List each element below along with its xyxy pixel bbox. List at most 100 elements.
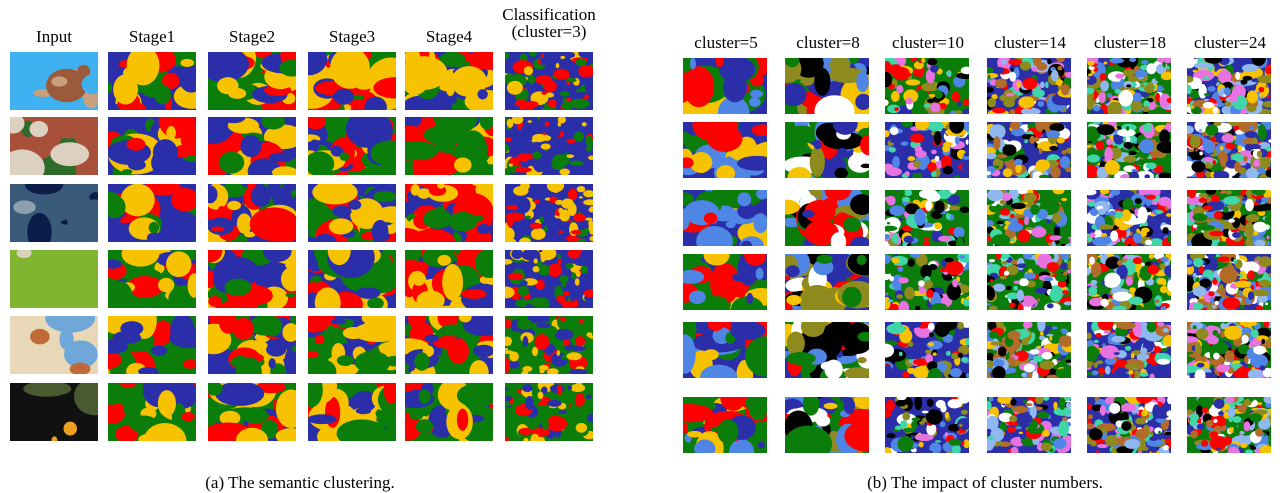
segment bbox=[1016, 426, 1022, 429]
segment bbox=[853, 393, 875, 409]
segment bbox=[127, 138, 146, 151]
segment bbox=[364, 97, 387, 119]
segment bbox=[1190, 135, 1201, 148]
segment bbox=[403, 425, 416, 432]
segment bbox=[1088, 414, 1093, 419]
segment bbox=[1139, 139, 1154, 153]
segment bbox=[1018, 189, 1028, 194]
segment bbox=[364, 313, 402, 342]
segment bbox=[30, 329, 50, 344]
segment bbox=[75, 433, 85, 442]
segment bbox=[956, 236, 964, 251]
segment bbox=[1212, 330, 1218, 336]
segment bbox=[1105, 358, 1116, 365]
segment bbox=[1052, 326, 1058, 329]
segment bbox=[1212, 160, 1216, 165]
segment bbox=[715, 52, 724, 67]
segment bbox=[511, 249, 522, 259]
segment bbox=[896, 294, 903, 299]
segment bbox=[1228, 219, 1235, 223]
segment bbox=[411, 184, 420, 196]
segment bbox=[1158, 431, 1161, 435]
image-content bbox=[983, 315, 1078, 385]
segment bbox=[898, 277, 908, 283]
segment bbox=[541, 259, 545, 262]
segment bbox=[521, 220, 529, 235]
image bbox=[664, 46, 776, 131]
segment bbox=[1024, 273, 1036, 280]
image-content bbox=[291, 42, 419, 126]
image bbox=[293, 368, 417, 457]
segment bbox=[703, 326, 711, 338]
segment bbox=[908, 156, 916, 161]
image-content bbox=[664, 46, 776, 131]
segment bbox=[180, 67, 203, 92]
segment bbox=[1010, 399, 1016, 406]
image bbox=[98, 373, 201, 458]
segment bbox=[1091, 70, 1095, 74]
image-content bbox=[1, 304, 98, 379]
segment bbox=[1123, 69, 1135, 77]
segment bbox=[882, 99, 888, 106]
image bbox=[983, 315, 1078, 385]
segment bbox=[1163, 335, 1175, 347]
segment bbox=[125, 102, 147, 116]
segment bbox=[1146, 195, 1156, 200]
image-content bbox=[1180, 316, 1277, 382]
segment bbox=[571, 230, 582, 235]
segment bbox=[1104, 160, 1119, 175]
image-content bbox=[1181, 51, 1275, 119]
segment bbox=[120, 382, 136, 388]
segment bbox=[1010, 76, 1016, 80]
segment bbox=[929, 333, 934, 337]
segment bbox=[1212, 279, 1218, 285]
segment bbox=[580, 266, 588, 274]
segment bbox=[571, 272, 576, 279]
segment bbox=[227, 201, 241, 210]
segment bbox=[1233, 259, 1237, 265]
segment bbox=[500, 357, 510, 373]
segment bbox=[961, 67, 972, 75]
segment bbox=[499, 259, 513, 265]
segment bbox=[1264, 316, 1270, 328]
segment bbox=[989, 259, 995, 262]
segment bbox=[1246, 168, 1259, 179]
segment bbox=[59, 328, 73, 350]
segment bbox=[1132, 169, 1139, 172]
segment bbox=[586, 332, 592, 337]
segment bbox=[9, 227, 26, 242]
image bbox=[1181, 51, 1275, 119]
segment bbox=[690, 58, 696, 70]
segment bbox=[1038, 101, 1044, 107]
segment bbox=[1003, 168, 1013, 177]
segment bbox=[340, 152, 350, 161]
segment bbox=[219, 152, 245, 174]
segment bbox=[585, 218, 593, 221]
segment bbox=[1062, 108, 1066, 112]
segment bbox=[912, 417, 921, 421]
segment bbox=[1168, 234, 1173, 243]
image bbox=[10, 49, 103, 110]
image-content bbox=[1080, 50, 1179, 119]
image-content bbox=[981, 393, 1076, 456]
segment bbox=[1249, 144, 1261, 149]
segment bbox=[1238, 118, 1258, 133]
segment bbox=[1018, 96, 1034, 108]
segment bbox=[529, 289, 537, 294]
segment bbox=[1216, 253, 1220, 257]
segment bbox=[515, 299, 527, 307]
segment bbox=[929, 264, 938, 270]
segment bbox=[1208, 86, 1216, 92]
segment bbox=[720, 383, 746, 411]
segment bbox=[1084, 76, 1089, 80]
segment bbox=[1023, 252, 1032, 260]
segment bbox=[35, 406, 48, 415]
column-header: (cluster=3) bbox=[512, 22, 587, 41]
segment bbox=[1145, 240, 1152, 246]
column-header: cluster=5 bbox=[694, 33, 757, 52]
segment bbox=[535, 334, 550, 350]
segment bbox=[952, 444, 961, 454]
segment bbox=[532, 362, 538, 370]
segment bbox=[509, 163, 513, 166]
segment bbox=[13, 200, 36, 214]
